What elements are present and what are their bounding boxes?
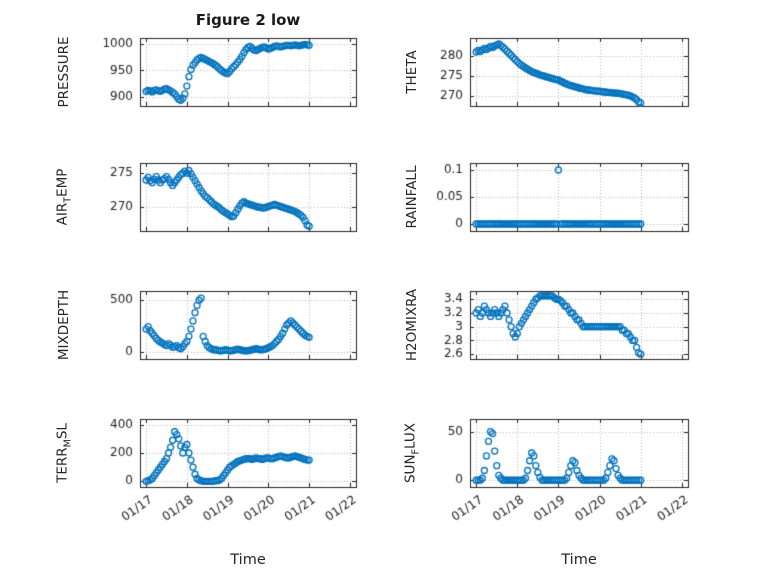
ylabel-subscript: F bbox=[410, 448, 422, 455]
ylabel-text: LUX bbox=[402, 422, 419, 449]
ylabel-pressure: PRESSURE bbox=[56, 37, 72, 108]
ylabel-text: THETA bbox=[404, 50, 420, 94]
time-axis-label-right: Time bbox=[561, 552, 597, 568]
ylabel-rainfall: RAINFALL bbox=[404, 166, 420, 229]
ylabel-h2omixra: H2OMIXRA bbox=[404, 289, 420, 361]
ylabel-text: H2OMIXRA bbox=[404, 288, 420, 362]
ylabel-sun-flux: SUNFLUX bbox=[403, 423, 422, 483]
ylabel-text: SUN bbox=[402, 454, 419, 484]
ylabel-terr-msl: TERRMSL bbox=[55, 423, 74, 483]
ylabel-text: PRESSURE bbox=[56, 36, 72, 108]
time-axis-label-left: Time bbox=[230, 552, 266, 568]
ylabel-subscript: M bbox=[62, 439, 74, 448]
ylabel-subscript: T bbox=[62, 196, 74, 203]
ylabel-text: TERR bbox=[54, 447, 71, 483]
ylabel-mixdepth: MIXDEPTH bbox=[56, 290, 72, 360]
figure-title: Figure 2 low bbox=[195, 11, 301, 29]
ylabel-text: RAINFALL bbox=[404, 165, 420, 229]
ylabel-text: AIR bbox=[54, 202, 71, 226]
ylabel-text: MIXDEPTH bbox=[56, 289, 72, 361]
ylabel-air-temp: AIRTEMP bbox=[55, 169, 74, 226]
ylabel-theta: THETA bbox=[404, 50, 420, 93]
ylabel-text: SL bbox=[54, 423, 71, 440]
ylabel-text: EMP bbox=[54, 168, 71, 197]
